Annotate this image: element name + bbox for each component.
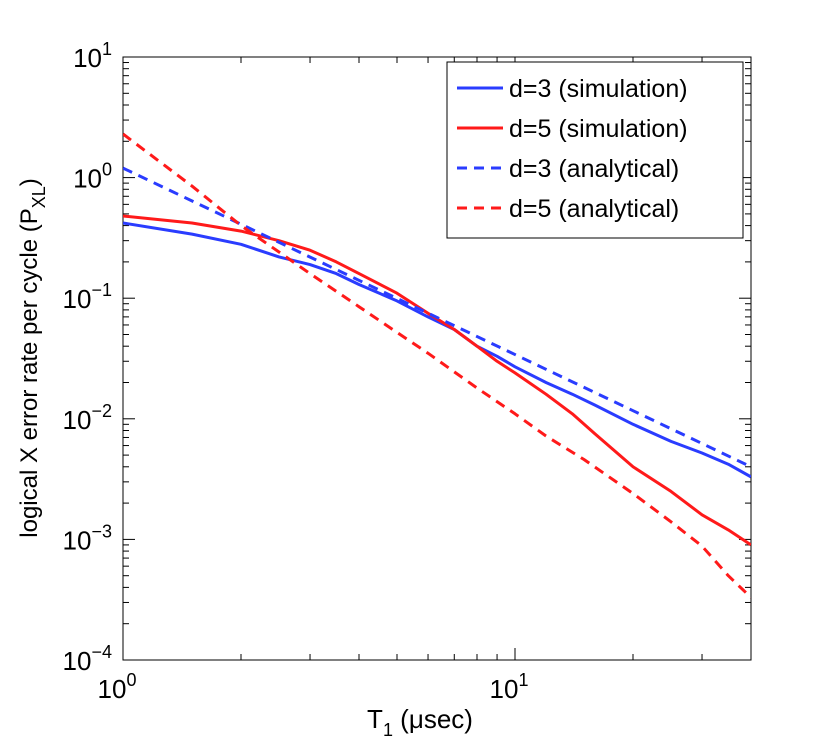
x-axis-label: T1 (μsec) [367,704,473,740]
legend-label: d=3 (analytical) [509,155,679,183]
legend-label: d=5 (analytical) [509,195,679,223]
x-tick-label-exp: 0 [126,670,136,690]
y-axis-label-close: ) [16,178,43,186]
y-tick-label: 100 [73,160,112,194]
y-tick-label-base: 10 [73,164,102,194]
y-tick-label: 10−3 [63,521,112,555]
y-tick-label-base: 10 [73,43,102,73]
y-tick-label: 10−4 [63,642,112,676]
y-axis-label-sub: XL [29,186,49,208]
y-tick-label-exp: −4 [91,642,112,662]
x-tick-label: 101 [490,670,529,704]
y-axis-label: logical X error rate per cycle (PXL) [16,178,49,537]
x-tick-label-base: 10 [98,674,127,704]
y-tick-label: 10−2 [63,401,112,435]
legend-label: d=5 (simulation) [509,115,688,143]
y-tick-label-base: 10 [63,284,92,314]
y-tick-label-exp: −3 [91,521,112,541]
minor-ticks [123,57,751,660]
x-tick-label: 100 [98,670,137,704]
y-axis-label-main: logical X error rate per cycle (P [16,208,43,537]
y-tick-label-base: 10 [63,525,92,555]
x-tick-label-base: 10 [490,674,519,704]
series-lines [123,132,751,599]
series-line-3 [123,166,751,469]
x-tick-label-exp: 1 [518,670,528,690]
legend-label: d=3 (simulation) [509,75,688,103]
y-tick-label-exp: −1 [91,280,112,300]
y-tick-label-exp: −2 [91,401,112,421]
series-line-2 [123,214,751,547]
y-tick-label-base: 10 [63,405,92,435]
legend: d=3 (simulation) d=5 (simulation) d=3 (ana… [446,61,744,239]
y-tick-label-exp: 1 [102,39,112,59]
y-tick-label: 101 [73,39,112,73]
x-axis-label-main: T [367,704,383,734]
x-axis-label-sub: 1 [383,720,393,740]
y-tick-label-exp: 0 [102,160,112,180]
y-tick-label: 10−1 [63,280,112,314]
y-tick-label-base: 10 [63,646,92,676]
series-line-4 [123,132,751,599]
x-axis-label-unit: (μsec) [393,704,473,734]
